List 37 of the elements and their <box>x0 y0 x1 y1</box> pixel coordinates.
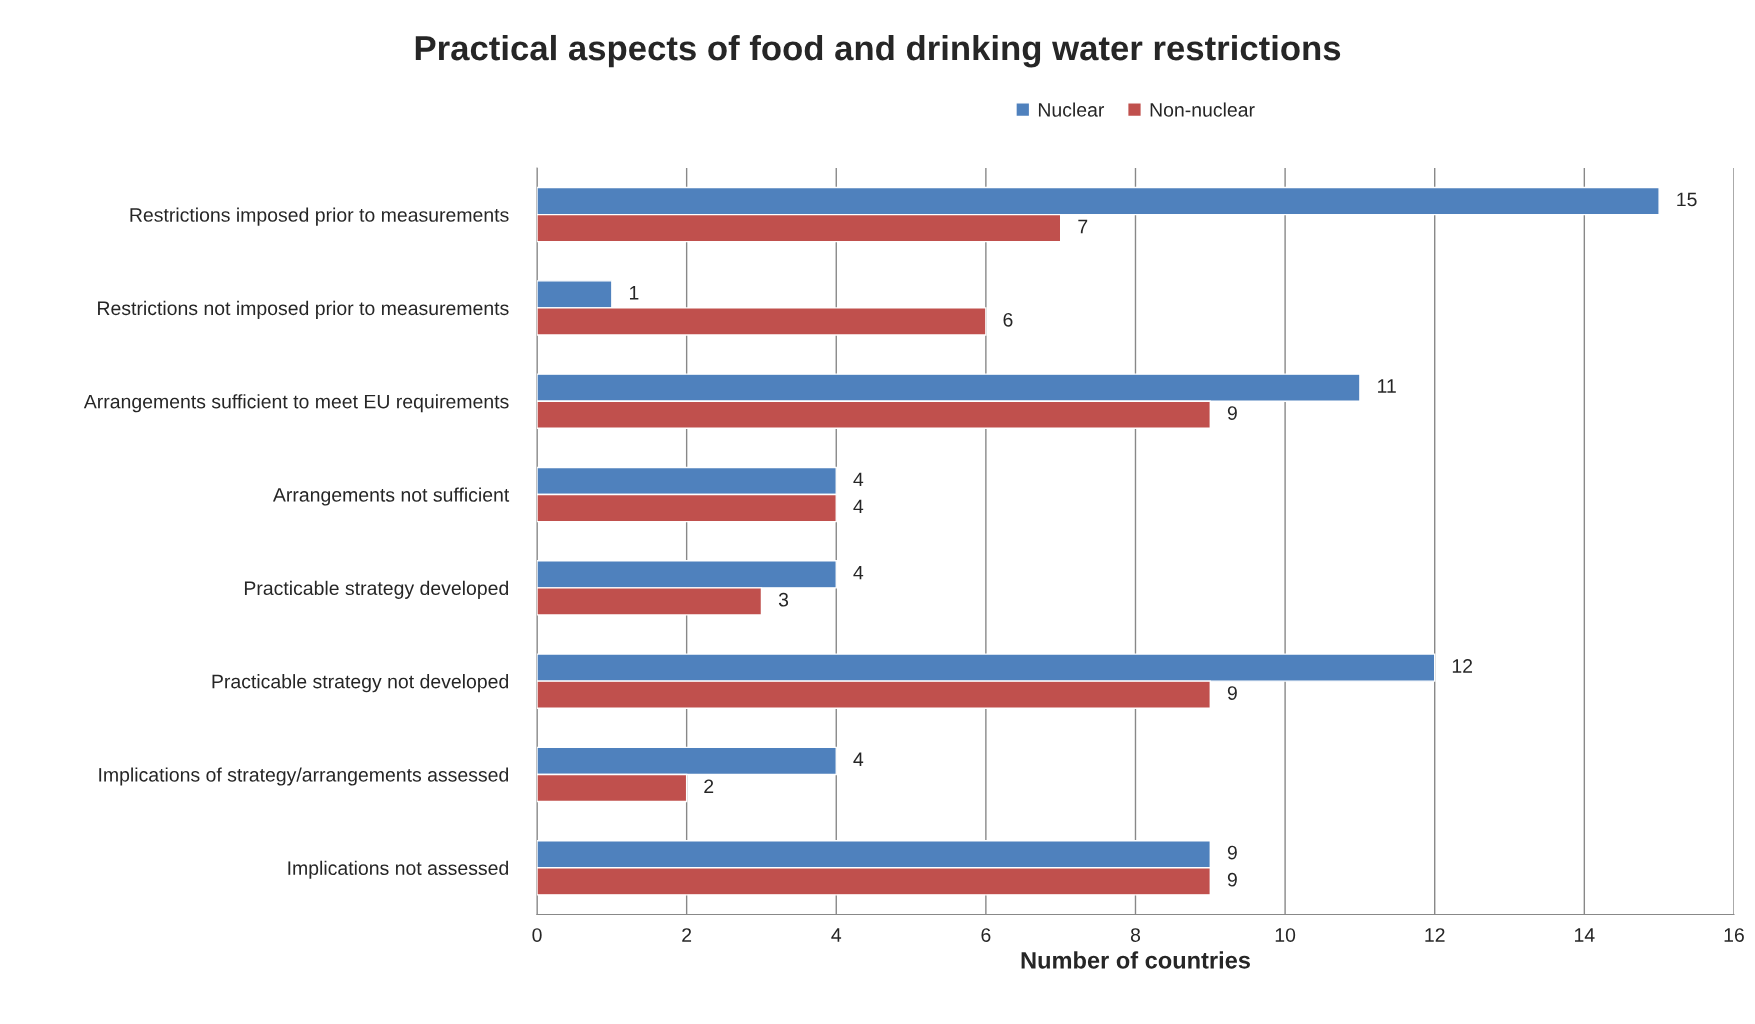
legend-label: Nuclear <box>1038 102 1105 117</box>
data-label: 9 <box>1227 845 1237 860</box>
x-tick-label: 4 <box>831 928 842 942</box>
y-tick-label: Implications of strategy/arrangements assessed <box>99 767 509 786</box>
data-label: 9 <box>1227 686 1237 700</box>
y-tick-label: Arrangements sufficient to meet EU requirements <box>83 394 509 413</box>
chart-title: Practical aspects of food and drinking water restrictions <box>415 34 1341 68</box>
x-tick-label: 2 <box>682 928 692 942</box>
y-tick-label: Implications not assessed <box>288 860 509 879</box>
x-tick-label: 6 <box>981 928 991 942</box>
legend-label: Non-nuclear <box>1150 102 1255 117</box>
data-label: 6 <box>1003 312 1013 327</box>
x-tick-label: 8 <box>1130 928 1141 942</box>
data-label: 9 <box>1227 872 1237 887</box>
x-tick-label: 14 <box>1575 928 1595 942</box>
data-label: 4 <box>853 565 864 580</box>
data-label: 3 <box>778 592 789 607</box>
x-tick-label: 0 <box>532 928 542 942</box>
data-label: 4 <box>853 499 864 514</box>
y-tick-label: Practicable strategy not developed <box>212 674 509 693</box>
data-label: 15 <box>1677 192 1697 207</box>
data-label: 4 <box>853 752 864 766</box>
data-label: 2 <box>704 779 714 794</box>
x-tick-label: 12 <box>1425 928 1445 942</box>
y-tick-label: Practicable strategy developed <box>244 580 509 599</box>
x-tick-label: 10 <box>1275 928 1296 942</box>
data-label: 12 <box>1452 659 1473 673</box>
data-label: 1 <box>629 286 639 300</box>
y-tick-label: Restrictions not imposed prior to measurements <box>98 300 509 319</box>
y-tick-label: Restrictions imposed prior to measurements <box>130 207 509 226</box>
data-label: 4 <box>853 472 864 487</box>
x-tick-label: 16 <box>1724 928 1744 942</box>
data-label: 9 <box>1227 406 1237 420</box>
y-tick-label: Arrangements not sufficient <box>272 487 510 506</box>
data-label: 7 <box>1078 219 1088 234</box>
data-label: 11 <box>1378 379 1396 393</box>
x-axis-title: Number of countries <box>1021 951 1250 969</box>
